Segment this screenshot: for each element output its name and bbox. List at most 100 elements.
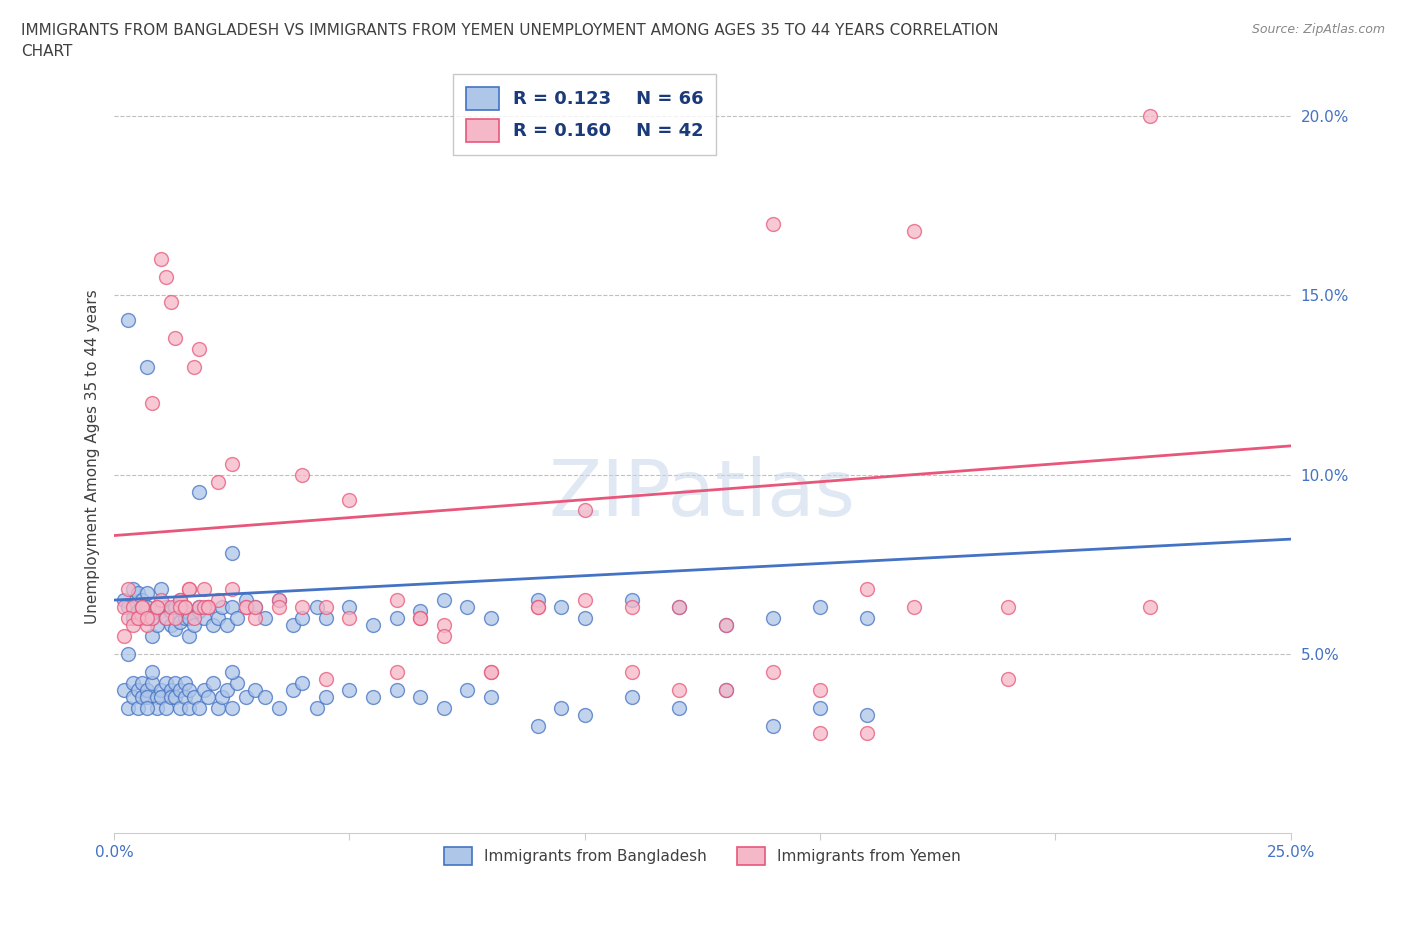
Point [574, 503, 596, 518]
Point [315, 689, 337, 704]
Y-axis label: Unemployment Among Ages 35 to 44 years: Unemployment Among Ages 35 to 44 years [86, 289, 100, 624]
Point [159, 683, 181, 698]
Point [193, 600, 215, 615]
Point [117, 312, 139, 327]
Point [187, 604, 209, 618]
Point [136, 689, 159, 704]
Point [159, 295, 181, 310]
Point [183, 360, 205, 375]
Point [183, 689, 205, 704]
Point [433, 592, 456, 607]
Point [131, 675, 153, 690]
Point [193, 582, 215, 597]
Point [145, 700, 167, 715]
Point [122, 675, 145, 690]
Point [127, 683, 149, 698]
Point [155, 611, 177, 626]
Point [159, 600, 181, 615]
Point [112, 629, 135, 644]
Point [225, 675, 247, 690]
Point [141, 395, 163, 410]
Point [155, 600, 177, 615]
Point [165, 600, 187, 615]
Point [856, 708, 879, 723]
Point [159, 689, 181, 704]
Point [479, 664, 502, 679]
Point [225, 611, 247, 626]
Point [221, 546, 243, 561]
Point [714, 618, 737, 632]
Point [141, 675, 163, 690]
Point [187, 700, 209, 715]
Point [136, 683, 159, 698]
Point [145, 689, 167, 704]
Point [136, 586, 159, 601]
Point [409, 611, 432, 626]
Point [235, 689, 257, 704]
Point [281, 618, 304, 632]
Point [479, 689, 502, 704]
Point [141, 664, 163, 679]
Point [456, 683, 478, 698]
Point [145, 600, 167, 615]
Point [122, 582, 145, 597]
Point [245, 611, 267, 626]
Point [235, 592, 257, 607]
Point [221, 457, 243, 472]
Point [221, 664, 243, 679]
Point [165, 331, 187, 346]
Point [173, 600, 195, 615]
Point [165, 621, 187, 636]
Point [217, 618, 239, 632]
Point [385, 683, 408, 698]
Text: ZIPatlas: ZIPatlas [548, 457, 856, 532]
Point [762, 718, 785, 733]
Point [150, 604, 173, 618]
Point [207, 474, 229, 489]
Point [117, 611, 139, 626]
Point [127, 611, 149, 626]
Point [281, 683, 304, 698]
Point [117, 600, 139, 615]
Point [305, 600, 328, 615]
Point [179, 700, 201, 715]
Point [122, 618, 145, 632]
Point [131, 689, 153, 704]
Point [409, 611, 432, 626]
Point [165, 675, 187, 690]
Point [574, 592, 596, 607]
Point [808, 700, 831, 715]
Point [112, 600, 135, 615]
Point [339, 492, 361, 507]
Point [136, 611, 159, 626]
Point [762, 216, 785, 231]
Point [997, 671, 1019, 686]
Point [211, 689, 233, 704]
Point [526, 600, 548, 615]
Point [668, 600, 690, 615]
Point [112, 592, 135, 607]
Point [193, 683, 215, 698]
Point [179, 683, 201, 698]
Point [117, 646, 139, 661]
Point [117, 700, 139, 715]
Point [235, 600, 257, 615]
Point [305, 700, 328, 715]
Point [197, 600, 219, 615]
Point [127, 604, 149, 618]
Point [122, 689, 145, 704]
Point [433, 700, 456, 715]
Point [291, 467, 314, 482]
Point [479, 664, 502, 679]
Text: Source: ZipAtlas.com: Source: ZipAtlas.com [1251, 23, 1385, 36]
Point [187, 341, 209, 356]
Point [668, 683, 690, 698]
Point [122, 600, 145, 615]
Point [117, 582, 139, 597]
Point [385, 664, 408, 679]
Point [339, 600, 361, 615]
Point [127, 611, 149, 626]
Point [193, 611, 215, 626]
Point [235, 600, 257, 615]
Point [150, 683, 173, 698]
